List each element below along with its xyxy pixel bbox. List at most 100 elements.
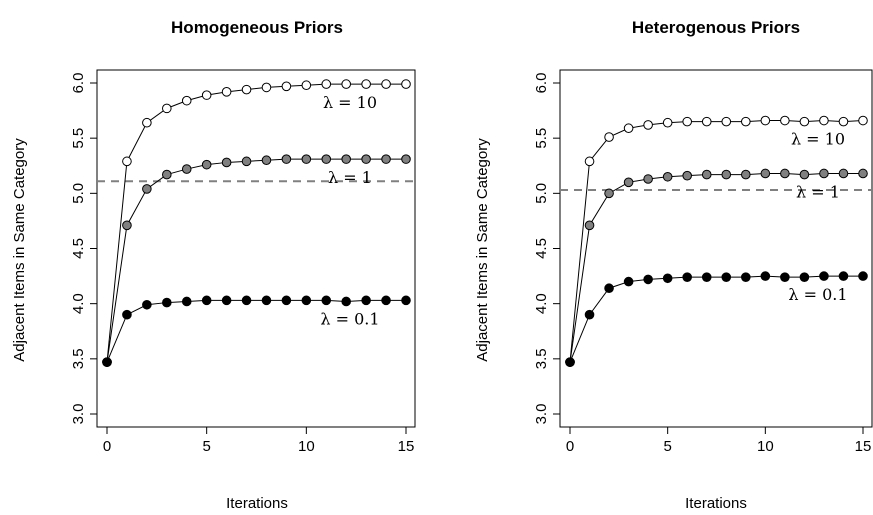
data-point	[584, 309, 595, 320]
data-point	[584, 220, 595, 231]
data-point	[301, 295, 312, 306]
data-point	[662, 171, 673, 182]
series-label: λ = 10	[323, 93, 377, 112]
y-tick-label: 3.0	[533, 404, 550, 425]
data-point	[181, 164, 192, 174]
data-point	[122, 220, 132, 231]
y-tick-label: 3.5	[70, 348, 87, 369]
y-tick-label: 4.0	[533, 293, 550, 314]
y-axis-label: Adjacent Items in Same Category	[11, 138, 28, 362]
data-point	[261, 155, 272, 166]
data-point	[799, 169, 810, 180]
data-point	[760, 168, 771, 179]
data-point	[281, 295, 292, 306]
data-point	[780, 115, 790, 126]
y-tick-label: 6.0	[70, 73, 87, 94]
data-point	[662, 117, 673, 128]
data-point	[401, 154, 411, 164]
data-point	[682, 170, 693, 181]
data-point	[819, 271, 829, 281]
data-point	[701, 169, 712, 180]
y-axis-label: Adjacent Items in Same Category	[474, 138, 491, 362]
x-axis-label: Iterations	[226, 495, 288, 512]
data-point	[760, 271, 771, 281]
data-point	[780, 168, 790, 179]
data-point	[643, 174, 653, 184]
data-point	[682, 272, 693, 282]
data-point	[341, 296, 352, 307]
data-point	[201, 159, 212, 170]
data-point	[401, 79, 411, 89]
data-point	[721, 169, 732, 180]
data-point	[623, 276, 634, 287]
data-point	[301, 80, 312, 91]
data-point	[281, 154, 292, 164]
x-tick-label: 15	[855, 438, 872, 455]
x-tick-label: 5	[663, 438, 671, 455]
data-point	[181, 95, 192, 106]
data-point	[721, 116, 732, 127]
data-point	[780, 272, 790, 282]
data-point	[162, 103, 172, 114]
data-point	[122, 309, 132, 320]
data-point	[858, 271, 868, 281]
y-tick-label: 6.0	[533, 73, 550, 94]
data-point	[102, 357, 112, 367]
data-point	[682, 116, 693, 127]
data-point	[819, 115, 829, 126]
data-point	[321, 154, 332, 164]
series-label: λ = 0.1	[320, 309, 379, 328]
series-line	[106, 299, 406, 363]
data-point	[819, 168, 829, 179]
data-point	[281, 81, 292, 92]
series-label: λ = 0.1	[788, 285, 847, 304]
x-tick-label: 5	[202, 438, 210, 455]
data-point	[361, 154, 371, 164]
data-point	[221, 295, 232, 306]
series-label: λ = 1	[328, 168, 372, 187]
y-tick-label: 3.0	[70, 404, 87, 425]
y-tick-label: 3.5	[533, 348, 550, 369]
y-tick-label: 5.0	[70, 183, 87, 204]
chart-title: Homogeneous Priors	[171, 18, 343, 37]
data-point	[241, 84, 252, 95]
data-point	[162, 297, 172, 308]
x-tick-label: 0	[103, 438, 111, 455]
data-point	[301, 154, 312, 164]
data-point	[799, 272, 810, 282]
y-tick-label: 5.5	[533, 128, 550, 149]
y-tick-label: 4.0	[70, 293, 87, 314]
data-point	[584, 156, 595, 167]
data-point	[122, 156, 132, 167]
data-point	[401, 295, 411, 306]
data-point	[623, 177, 634, 188]
x-tick-label: 0	[566, 438, 574, 455]
data-point	[341, 79, 352, 89]
y-tick-label: 5.0	[533, 183, 550, 204]
data-point	[201, 295, 212, 306]
data-point	[701, 272, 712, 282]
data-point	[741, 116, 751, 127]
x-tick-label: 10	[298, 438, 315, 455]
series-label: λ = 1	[796, 182, 840, 201]
y-tick-label: 4.5	[70, 238, 87, 259]
data-point	[381, 154, 391, 164]
data-point	[604, 188, 614, 199]
data-point	[741, 169, 751, 180]
data-point	[381, 79, 391, 89]
y-tick-label: 4.5	[533, 238, 550, 259]
panel-heterogenous-priors: Heterogenous Priors Iterations Adjacent …	[474, 18, 873, 512]
data-point	[565, 357, 575, 367]
data-point	[361, 295, 371, 306]
data-point	[181, 296, 192, 307]
data-point	[721, 272, 732, 282]
data-point	[858, 115, 868, 126]
data-point	[321, 79, 332, 89]
data-point	[760, 115, 771, 126]
y-tick-label: 5.5	[70, 128, 87, 149]
data-point	[241, 295, 252, 306]
series-line	[569, 275, 863, 363]
series-line	[106, 83, 406, 363]
data-point	[142, 184, 152, 194]
